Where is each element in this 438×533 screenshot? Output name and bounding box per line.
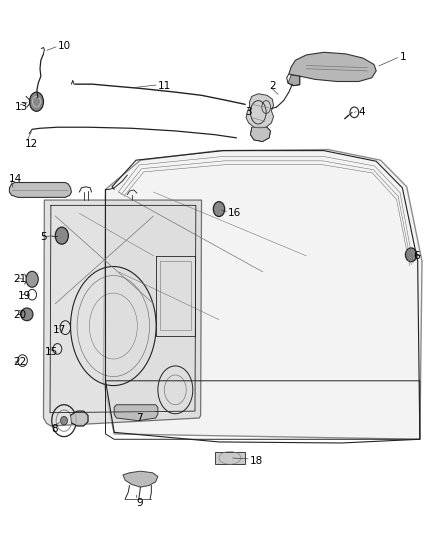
Ellipse shape [60,416,67,425]
Polygon shape [246,94,274,128]
Text: 6: 6 [413,251,420,261]
Polygon shape [114,405,158,421]
Polygon shape [251,127,271,142]
Ellipse shape [29,92,43,111]
Ellipse shape [55,227,68,244]
Text: 9: 9 [136,498,143,508]
Text: 8: 8 [51,424,57,434]
Text: 15: 15 [44,346,58,357]
Text: 18: 18 [250,456,263,465]
Ellipse shape [26,271,38,287]
Polygon shape [43,200,201,426]
Text: 19: 19 [18,290,32,301]
Text: 17: 17 [53,325,66,335]
Polygon shape [215,451,245,464]
Text: 21: 21 [13,274,26,284]
Polygon shape [103,150,422,439]
Text: 16: 16 [228,208,241,219]
Text: 5: 5 [40,232,46,243]
Ellipse shape [406,248,417,262]
Text: 22: 22 [13,357,26,367]
Text: 7: 7 [136,413,143,423]
Ellipse shape [21,308,33,321]
Polygon shape [10,182,71,197]
Polygon shape [289,52,376,82]
Text: 20: 20 [13,310,26,320]
Polygon shape [71,411,88,426]
Text: 1: 1 [400,52,407,61]
Text: 14: 14 [9,174,22,184]
Ellipse shape [213,201,225,216]
Text: 10: 10 [57,41,71,51]
Text: 13: 13 [15,102,28,112]
Text: 3: 3 [245,107,252,117]
Text: 2: 2 [269,81,276,91]
Text: 4: 4 [359,107,365,117]
Polygon shape [288,75,300,86]
Text: 11: 11 [158,81,171,91]
Text: 12: 12 [25,139,38,149]
Polygon shape [123,471,158,487]
